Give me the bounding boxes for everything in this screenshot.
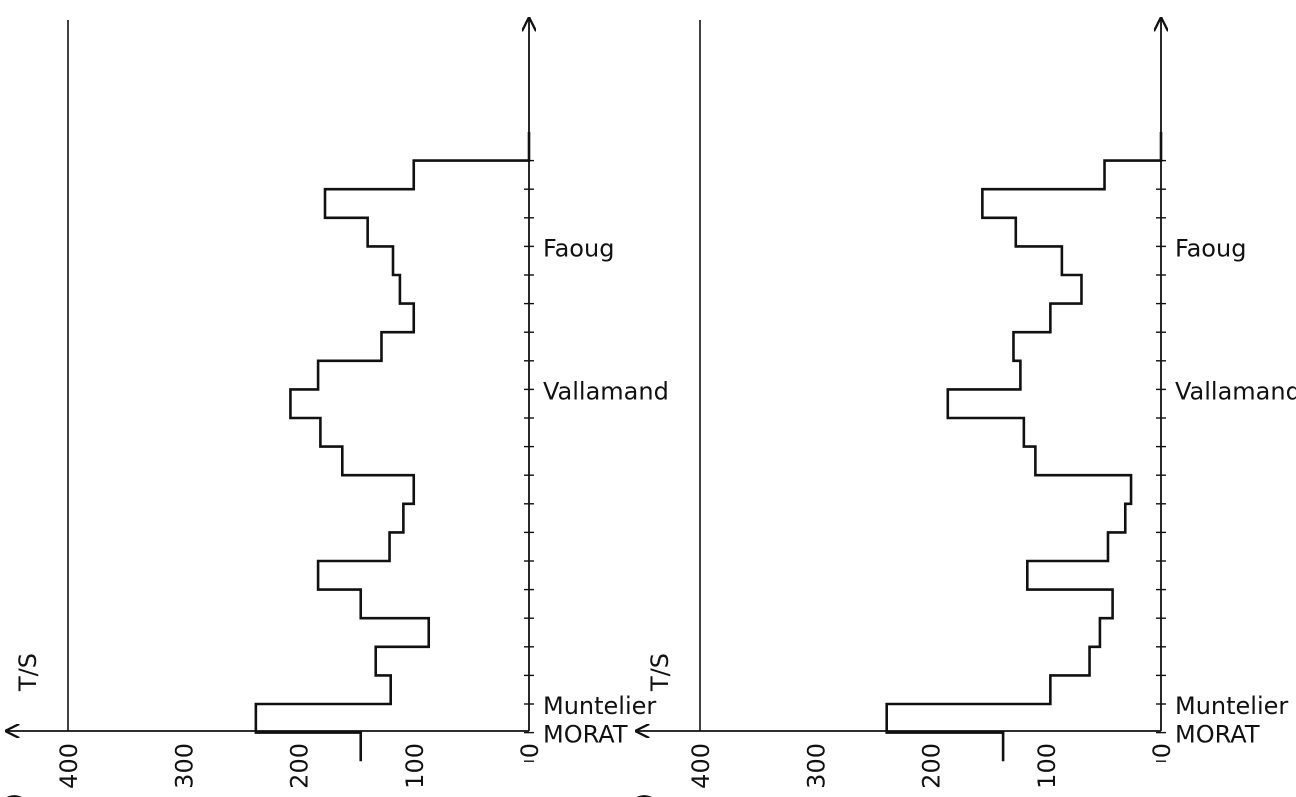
x-tick-label: 200 [918, 743, 946, 789]
y-axis-label: T/S [646, 653, 674, 692]
panel-b: 0 100 200 300 400 b) T/S Faoug Vallamand Muntelie… [630, 20, 1296, 797]
panel-label: a) [0, 793, 28, 797]
place-label: Muntelier [1175, 692, 1288, 720]
x-tick-label: 200 [286, 743, 314, 789]
place-label: MORAT [543, 721, 628, 749]
panel-a: 0 100 200 300 400 a) T/S Faoug Vallamand Muntelie… [0, 20, 669, 797]
y-axis-label: T/S [14, 653, 42, 692]
place-label: Vallamand [543, 377, 669, 405]
x-tick-label: 300 [802, 743, 830, 789]
x-tick-label: 0 [1148, 743, 1176, 758]
step-profile [254, 132, 531, 762]
place-label: MORAT [1175, 721, 1260, 749]
x-tick-label: 100 [1033, 743, 1061, 789]
place-label: Faoug [1175, 234, 1246, 262]
panel-label: b) [630, 793, 658, 797]
x-tick-label: 300 [170, 743, 198, 789]
x-tick-label: 400 [687, 743, 715, 789]
x-tick-label: 0 [516, 743, 544, 758]
step-profile [885, 132, 1163, 762]
x-tick-label: 100 [401, 743, 429, 789]
x-tick-label: 400 [55, 743, 83, 789]
place-label: Faoug [543, 234, 614, 262]
place-label: Vallamand [1175, 377, 1296, 405]
place-label: Muntelier [543, 692, 656, 720]
